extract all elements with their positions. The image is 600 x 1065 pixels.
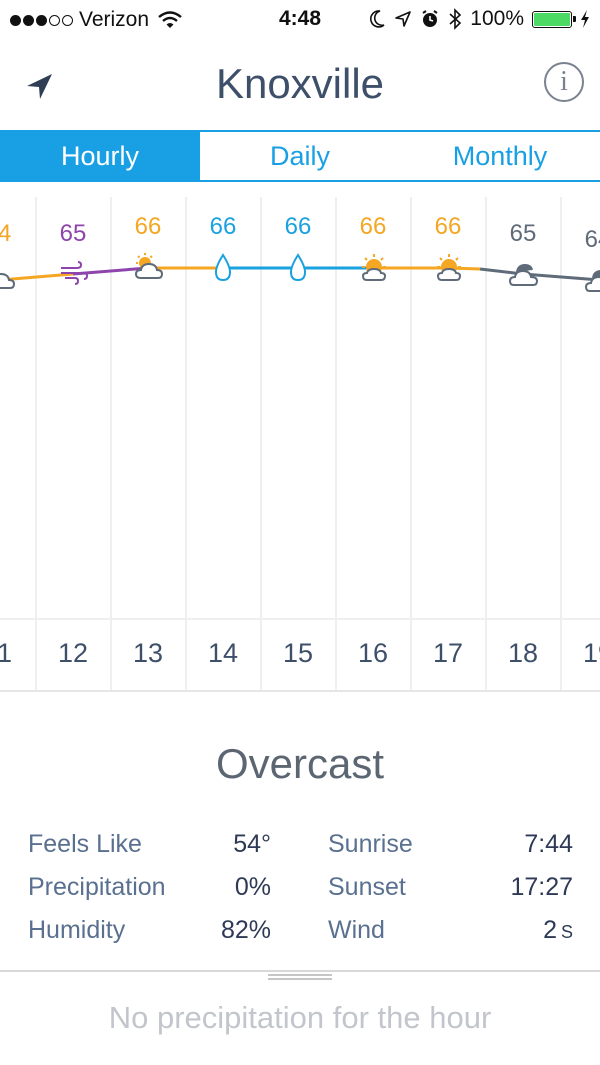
column-divider [560, 197, 562, 692]
sunrise-label: Sunrise [328, 830, 413, 858]
sunset-value: 17:27 [510, 873, 573, 901]
condition-summary: Overcast [215, 740, 385, 787]
humidity-value: 82% [220, 916, 271, 944]
sunrise-value: 7:44 [524, 830, 573, 858]
hour-label: 15 [282, 638, 314, 668]
wind-icon [61, 261, 89, 285]
hour-label: 13 [132, 638, 164, 668]
sun-cloud-icon [436, 254, 462, 281]
hour-temp: 64 [0, 220, 12, 247]
hour-label: 16 [357, 638, 389, 668]
raindrop-icon [289, 253, 307, 282]
precipitation-label: Precipitation [28, 873, 166, 901]
column-divider [485, 197, 487, 692]
hour-temp: 64 [584, 226, 600, 253]
wind-label: Wind [328, 916, 385, 944]
forecast-tabs: Hourly Daily Monthly [0, 130, 600, 182]
overcast-icon [508, 263, 539, 286]
column-divider [335, 197, 337, 692]
wind-speed: 2 [543, 916, 557, 944]
alarm-icon [422, 10, 438, 27]
sun-cloud-icon [361, 254, 387, 281]
info-icon[interactable]: i [544, 62, 584, 102]
feels-like-value: 54° [233, 830, 271, 858]
tab-monthly[interactable]: Monthly [452, 141, 548, 171]
humidity-label: Humidity [28, 916, 126, 944]
hour-label: 18 [507, 638, 539, 668]
hour-temp: 66 [134, 213, 162, 240]
sunset-label: Sunset [328, 873, 406, 901]
carrier-name: Verizon [79, 8, 150, 31]
partly-cloudy-icon [134, 253, 164, 279]
chart-base-line [0, 690, 600, 692]
hour-label: 11 [0, 638, 13, 668]
column-divider [260, 197, 262, 692]
battery-icon [532, 10, 576, 28]
tab-daily[interactable]: Daily [269, 141, 330, 171]
hour-temp: 66 [359, 213, 387, 240]
raindrop-icon [214, 253, 232, 282]
precipitation-note: No precipitation for the hour [108, 1000, 492, 1035]
overcast-icon [584, 270, 600, 292]
hour-axis-line [0, 618, 600, 620]
location-services-icon [395, 11, 412, 27]
hourly-chart[interactable]: 64 65 66 66 66 66 66 65 64 11 12 13 14 1… [0, 182, 600, 692]
hour-label: 19 [582, 638, 600, 668]
hour-temp: 65 [509, 220, 537, 247]
column-divider [110, 197, 112, 692]
bluetooth-icon [449, 8, 462, 30]
column-divider [185, 197, 187, 692]
charging-icon [581, 10, 589, 28]
hour-temp: 65 [59, 220, 87, 247]
precipitation-value: 0% [234, 873, 271, 901]
battery-percent: 100% [470, 7, 524, 30]
status-bar: Verizon 4:48 100% [0, 0, 600, 40]
status-time: 4:48 [278, 7, 322, 30]
details-row: Feels Like 54° Sunrise 7:44 [28, 830, 573, 870]
header: Knoxville i [0, 40, 600, 130]
column-divider [35, 197, 37, 692]
hour-label: 17 [432, 638, 464, 668]
temperature-line [0, 266, 600, 282]
hour-temp: 66 [284, 213, 312, 240]
city-title: Knoxville [215, 60, 385, 107]
feels-like-label: Feels Like [28, 830, 142, 858]
panel-divider [0, 970, 600, 972]
hour-temp: 66 [209, 213, 237, 240]
carrier-area: Verizon [10, 8, 183, 32]
hour-label: 14 [207, 638, 239, 668]
status-right: 100% [368, 7, 590, 31]
wifi-icon [158, 11, 182, 28]
cloudy-icon [0, 272, 16, 289]
hour-temp: 66 [434, 213, 462, 240]
tab-hourly[interactable]: Hourly [0, 132, 200, 180]
column-divider [410, 197, 412, 692]
details-row: Precipitation 0% Sunset 17:27 [28, 873, 573, 913]
wind-direction: S [560, 922, 573, 942]
location-arrow-icon[interactable] [22, 68, 58, 104]
moon-icon [370, 10, 385, 28]
hour-label: 12 [57, 638, 89, 668]
signal-strength-icon [10, 14, 73, 26]
drag-handle-icon[interactable] [268, 974, 332, 980]
